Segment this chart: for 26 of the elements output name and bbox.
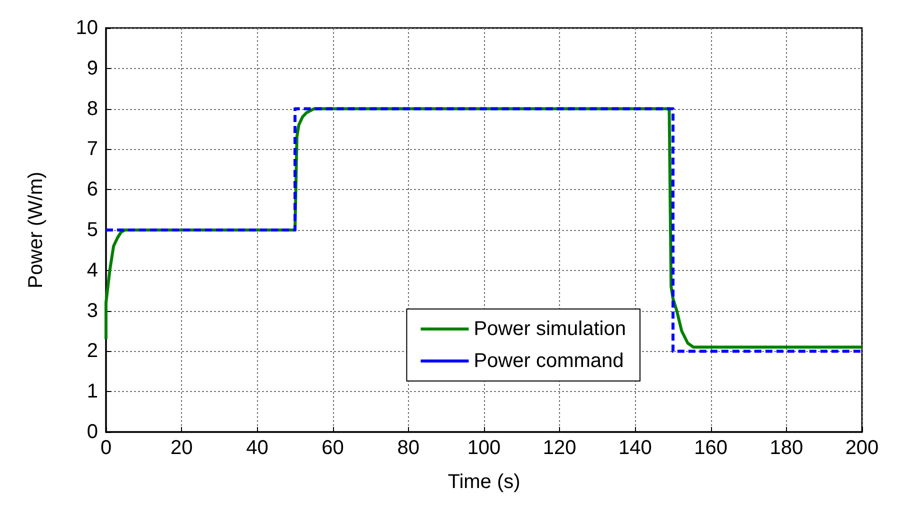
x-tick-label: 80: [397, 437, 420, 459]
legend-label: Power simulation: [474, 318, 626, 340]
x-tick-label: 140: [618, 437, 652, 459]
y-tick-label: 4: [86, 259, 98, 282]
y-tick-label: 0: [86, 421, 98, 443]
y-tick-label: 9: [86, 57, 98, 80]
y-axis-title: Power (W/m): [25, 172, 47, 288]
x-tick-label: 60: [322, 437, 344, 459]
x-tick-label: 20: [170, 437, 193, 459]
x-tick-label: 40: [246, 437, 268, 459]
legend-label: Power command: [474, 350, 624, 372]
x-tick-label: 160: [694, 437, 728, 459]
y-tick-label: 1: [86, 380, 98, 403]
y-tick-label: 10: [76, 17, 98, 39]
y-tick-label: 5: [86, 219, 98, 241]
y-tick-label: 7: [86, 138, 98, 160]
y-tick-label: 8: [86, 98, 98, 120]
x-tick-label: 120: [542, 437, 576, 459]
x-axis-title: Time (s): [448, 471, 520, 493]
x-tick-label: 200: [845, 437, 879, 459]
y-tick-label: 6: [86, 178, 98, 201]
x-tick-label: 180: [770, 437, 804, 459]
x-tick-label: 0: [100, 437, 112, 459]
x-tick-label: 100: [467, 437, 501, 459]
y-tick-label: 2: [86, 340, 98, 362]
y-tick-label: 3: [86, 300, 98, 322]
